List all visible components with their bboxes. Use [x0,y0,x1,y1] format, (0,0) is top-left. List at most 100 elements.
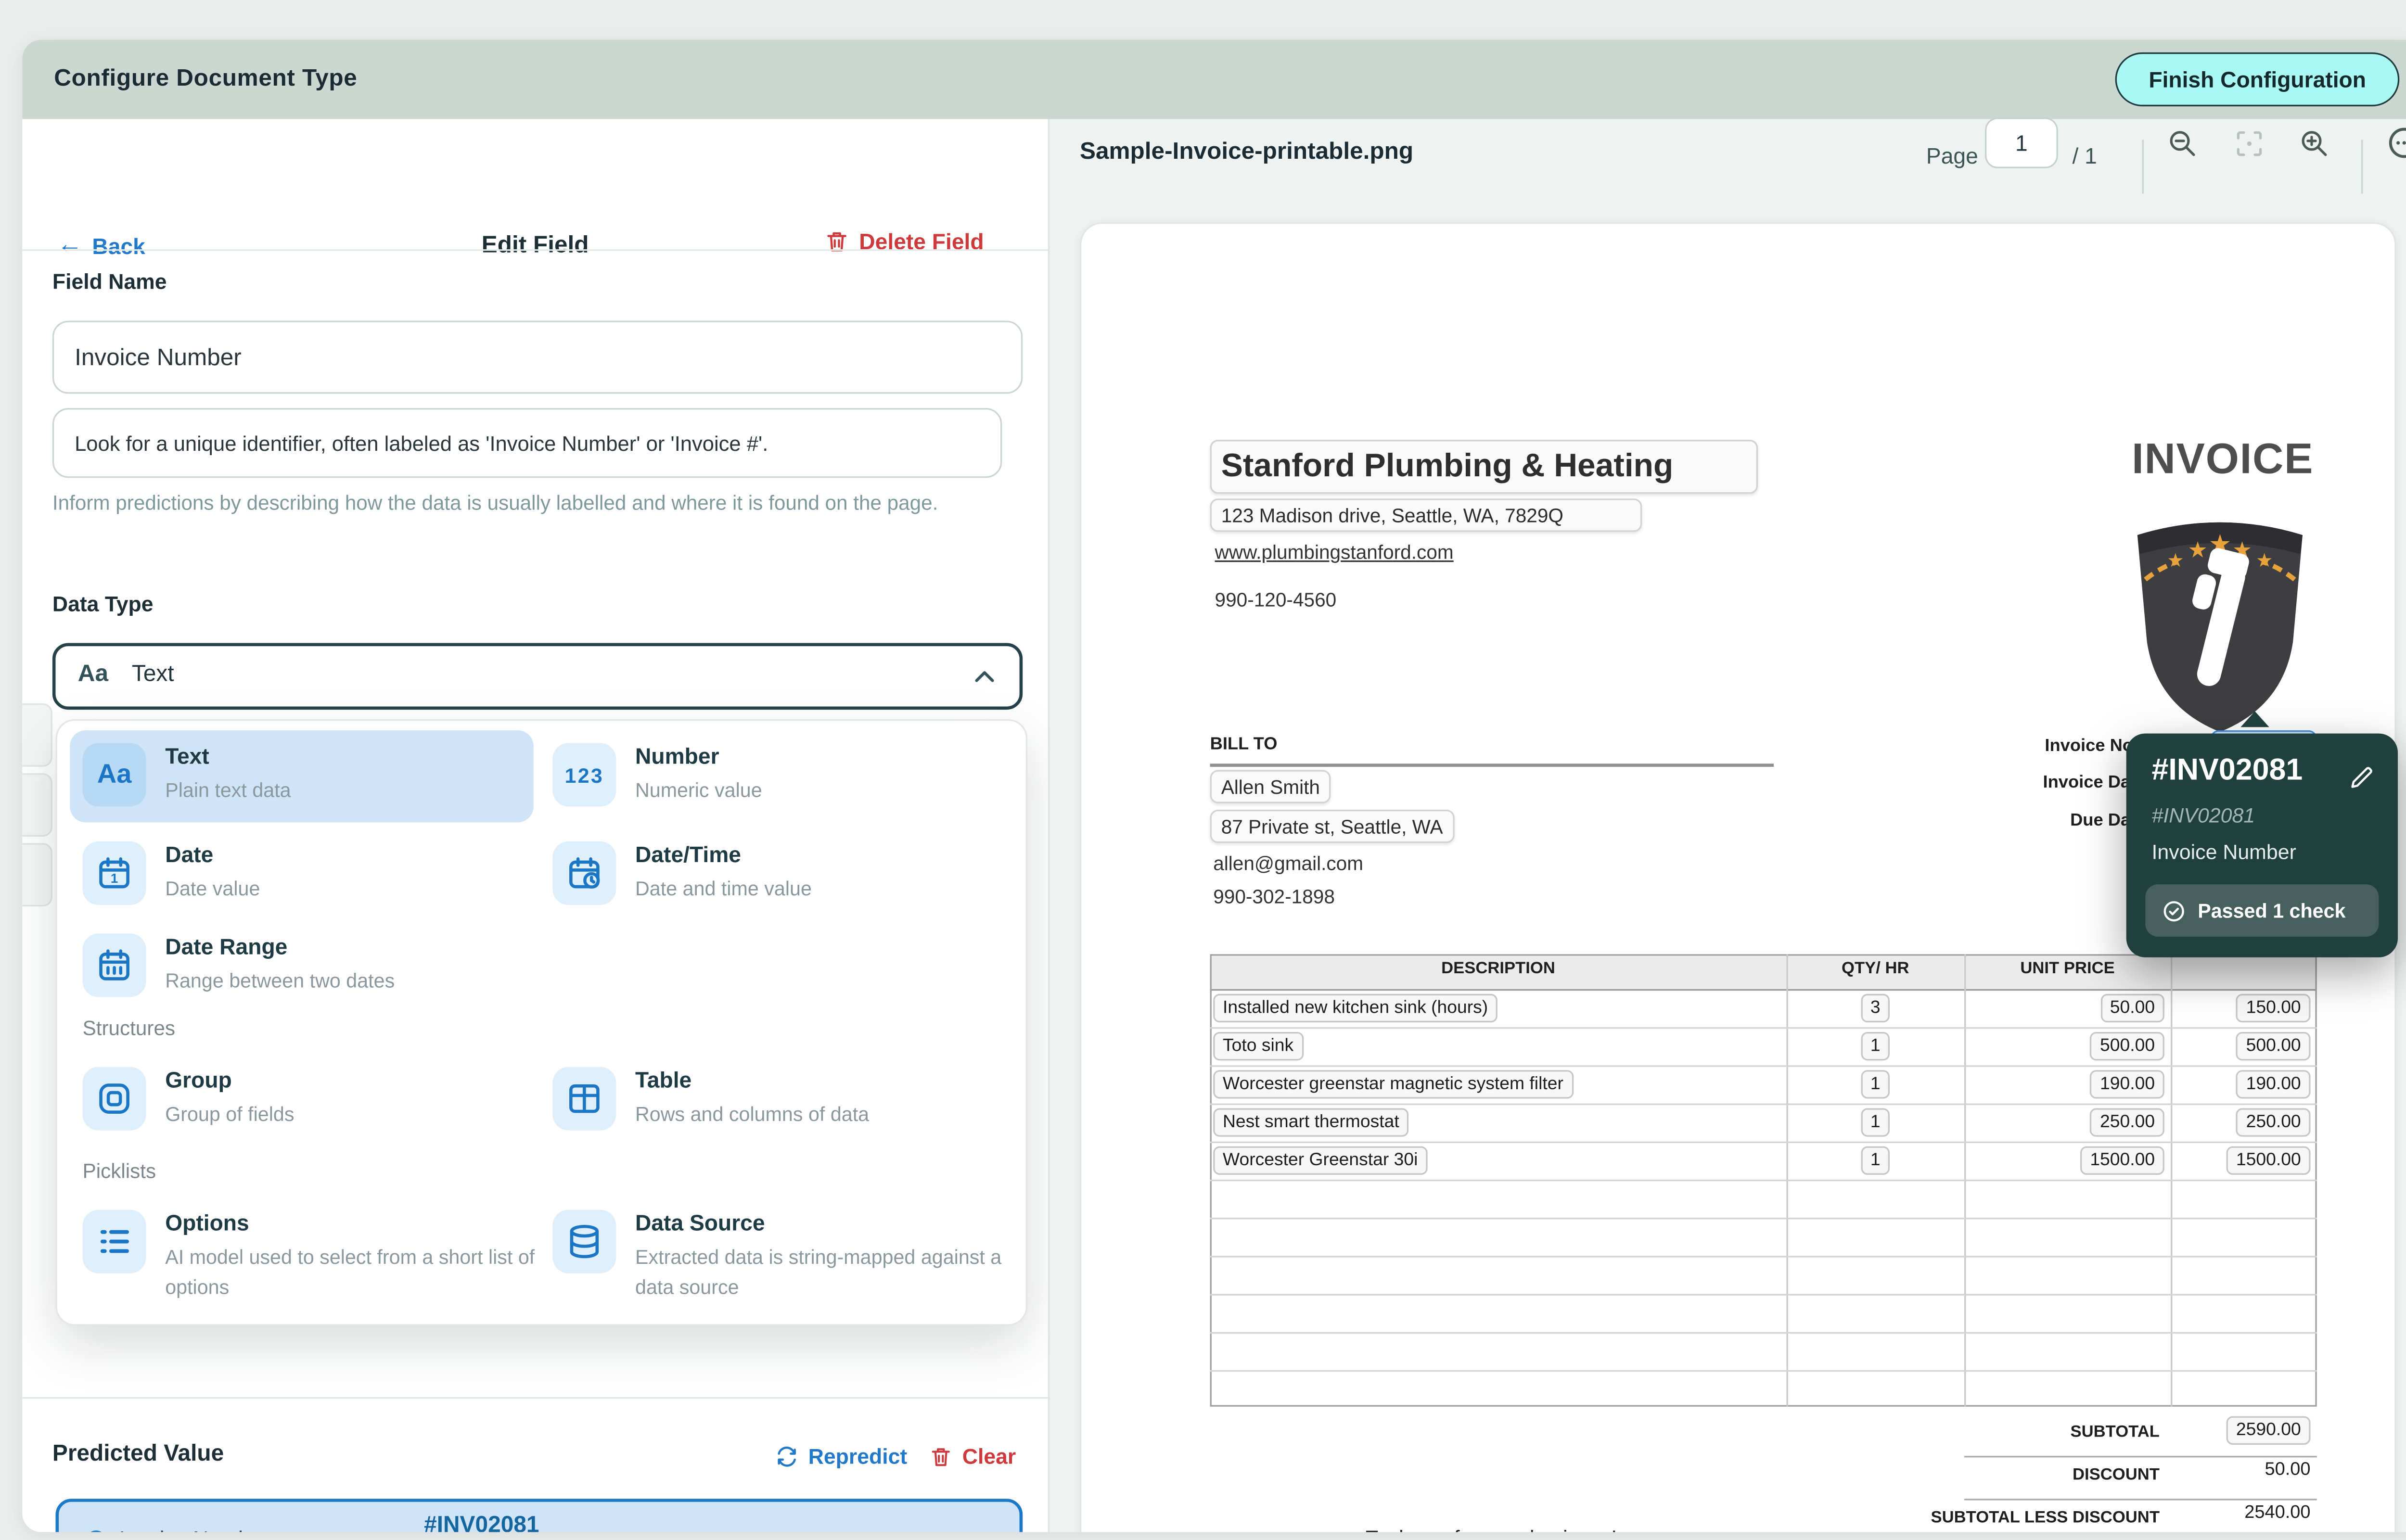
zoom-out-button[interactable] [2158,119,2206,167]
hidden-form-row [22,703,52,767]
table-header-description: DESCRIPTION [1441,959,1555,978]
company-phone: 990-120-4560 [1215,589,1337,611]
chevron-up-icon [969,662,1000,694]
subtotal-value: 2590.00 [2164,1416,2311,1445]
checks-badge[interactable]: Passed 1 check [2145,884,2379,937]
number-icon: 123 [552,743,616,807]
table-cell-amount: 1500.00 [2171,1142,2311,1180]
options-list-icon [82,1209,146,1273]
clear-button[interactable]: Clear [929,1445,1016,1469]
group-icon [82,1067,146,1131]
hidden-form-row [22,773,52,837]
svg-text:1: 1 [111,871,118,886]
invoice-title: INVOICE [2132,435,2314,483]
dropdown-option-datetime[interactable]: Date/Time Date and time value [540,829,1010,921]
dropdown-option-number[interactable]: 123 Number Numeric value [540,730,1010,822]
table-cell-qty: 1 [1787,1065,1965,1103]
invoice-date-label: Invoice Date: [2043,773,2152,792]
table-row: Worcester Greenstar 30i [1213,1142,1428,1180]
field-name-label: Field Name [52,270,167,294]
dropdown-section-picklists: Picklists [82,1159,156,1183]
zoom-in-button[interactable] [2290,119,2338,167]
data-type-dropdown-menu: Aa Text Plain text data 123 Number Numer… [55,719,1028,1326]
page-title: Configure Document Type [54,65,358,92]
table-row: Worcester greenstar magnetic system filt… [1213,1065,1573,1103]
page-label: Page [1926,143,1978,168]
hidden-form-row [22,843,52,907]
predicted-value-heading: Predicted Value [52,1441,224,1467]
data-type-select[interactable]: Aa Text [52,643,1023,710]
dropdown-option-date[interactable]: 1 Date Date value [70,829,534,921]
table-icon [552,1067,616,1131]
table-header-unit-price: UNIT PRICE [2020,959,2115,978]
table-cell-amount: 500.00 [2171,1027,2311,1065]
back-arrow-icon: ← [57,231,83,259]
fit-screen-icon [2236,130,2261,155]
main-card: Configure Document Type Finish Configura… [22,39,2406,1532]
discount-value: 50.00 [2265,1461,2311,1480]
back-button[interactable]: ← Back [57,232,145,260]
table-cell-amount: 250.00 [2171,1104,2311,1142]
predicted-field-value: #INV02081 [424,1513,539,1532]
company-logo: ★ ★ ★ ★ ★ [2123,507,2317,737]
document-filename: Sample-Invoice-printable.png [1080,138,1414,165]
more-options-button[interactable] [2380,119,2406,167]
page-number-input[interactable] [1985,117,2058,168]
dropdown-section-structures: Structures [82,1016,176,1040]
dropdown-option-options[interactable]: Options AI model used to select from a s… [70,1197,535,1311]
table-cell-qty: 3 [1787,989,1965,1027]
dropdown-option-text[interactable]: Aa Text Plain text data [70,730,534,823]
table-cell-unit: 50.00 [1964,989,2164,1027]
check-circle-icon [2163,900,2184,921]
table-row: Installed new kitchen sink (hours) [1213,989,1498,1027]
data-type-label: Data Type [52,592,154,616]
customer-address: 87 Private st, Seattle, WA [1210,810,1454,843]
subtotal-label: SUBTOTAL [2070,1422,2160,1442]
calendar-range-icon [82,933,146,997]
database-icon [552,1209,616,1273]
trash-icon [932,1448,950,1466]
refresh-icon [778,1446,796,1467]
dropdown-option-daterange[interactable]: Date Range Range between two dates [70,921,534,1013]
table-cell-amount: 190.00 [2171,1065,2311,1103]
invoice-no-label: Invoice No: [2045,737,2139,756]
text-type-icon: Aa [77,660,109,687]
table-cell-qty: 1 [1787,1142,1965,1180]
predicted-field-name: Invoice Number [119,1527,269,1532]
table-row: Nest smart thermostat [1213,1104,1409,1142]
table-cell-qty: 1 [1787,1104,1965,1142]
table-cell-unit: 500.00 [1964,1027,2164,1065]
field-name-input[interactable] [52,320,1023,394]
text-icon: Aa [82,743,146,807]
customer-name: Allen Smith [1210,770,1331,803]
finish-configuration-button[interactable]: Finish Configuration [2115,52,2400,107]
thanks-message: Tank you for your business! [1366,1526,1617,1532]
calendar-clock-icon [552,841,616,905]
table-cell-unit: 1500.00 [1964,1142,2164,1180]
magnifier-minus-icon [2169,130,2194,155]
svg-text:★: ★ [2188,537,2207,562]
bill-to-label: BILL TO [1210,735,1278,754]
tooltip-arrow [2240,711,2269,727]
edit-pencil-icon[interactable] [2347,764,2375,792]
repredict-button[interactable]: Repredict [775,1445,907,1469]
predicted-value-card[interactable]: Invoice Number #INV02081 #INV02081 [55,1499,1023,1532]
discount-label: DISCOUNT [2073,1465,2160,1485]
table-header-qty: QTY/ HR [1842,959,1909,978]
dropdown-option-group[interactable]: Group Group of fields [70,1054,534,1146]
ellipsis-circle-icon [2389,127,2406,158]
description-helper-text: Inform predictions by describing how the… [52,490,938,515]
tooltip-field-name: Invoice Number [2151,840,2296,864]
field-description-input[interactable] [52,408,1002,478]
subtotal-less-discount-value: 2540.00 [2244,1503,2311,1523]
panel-title: Edit Field [481,231,589,259]
predicted-value-section: Predicted Value Repredict Clear Invoice … [22,1397,1048,1532]
page-total: / 1 [2072,143,2097,168]
table-cell-unit: 190.00 [1964,1065,2164,1103]
dropdown-option-table[interactable]: Table Rows and columns of data [540,1054,1010,1146]
dropdown-option-datasource[interactable]: Data Source Extracted data is string-map… [540,1197,1010,1311]
magnifier-plus-icon [2301,130,2326,155]
calendar-icon: 1 [82,841,146,905]
fit-to-screen-button[interactable] [2225,119,2272,167]
